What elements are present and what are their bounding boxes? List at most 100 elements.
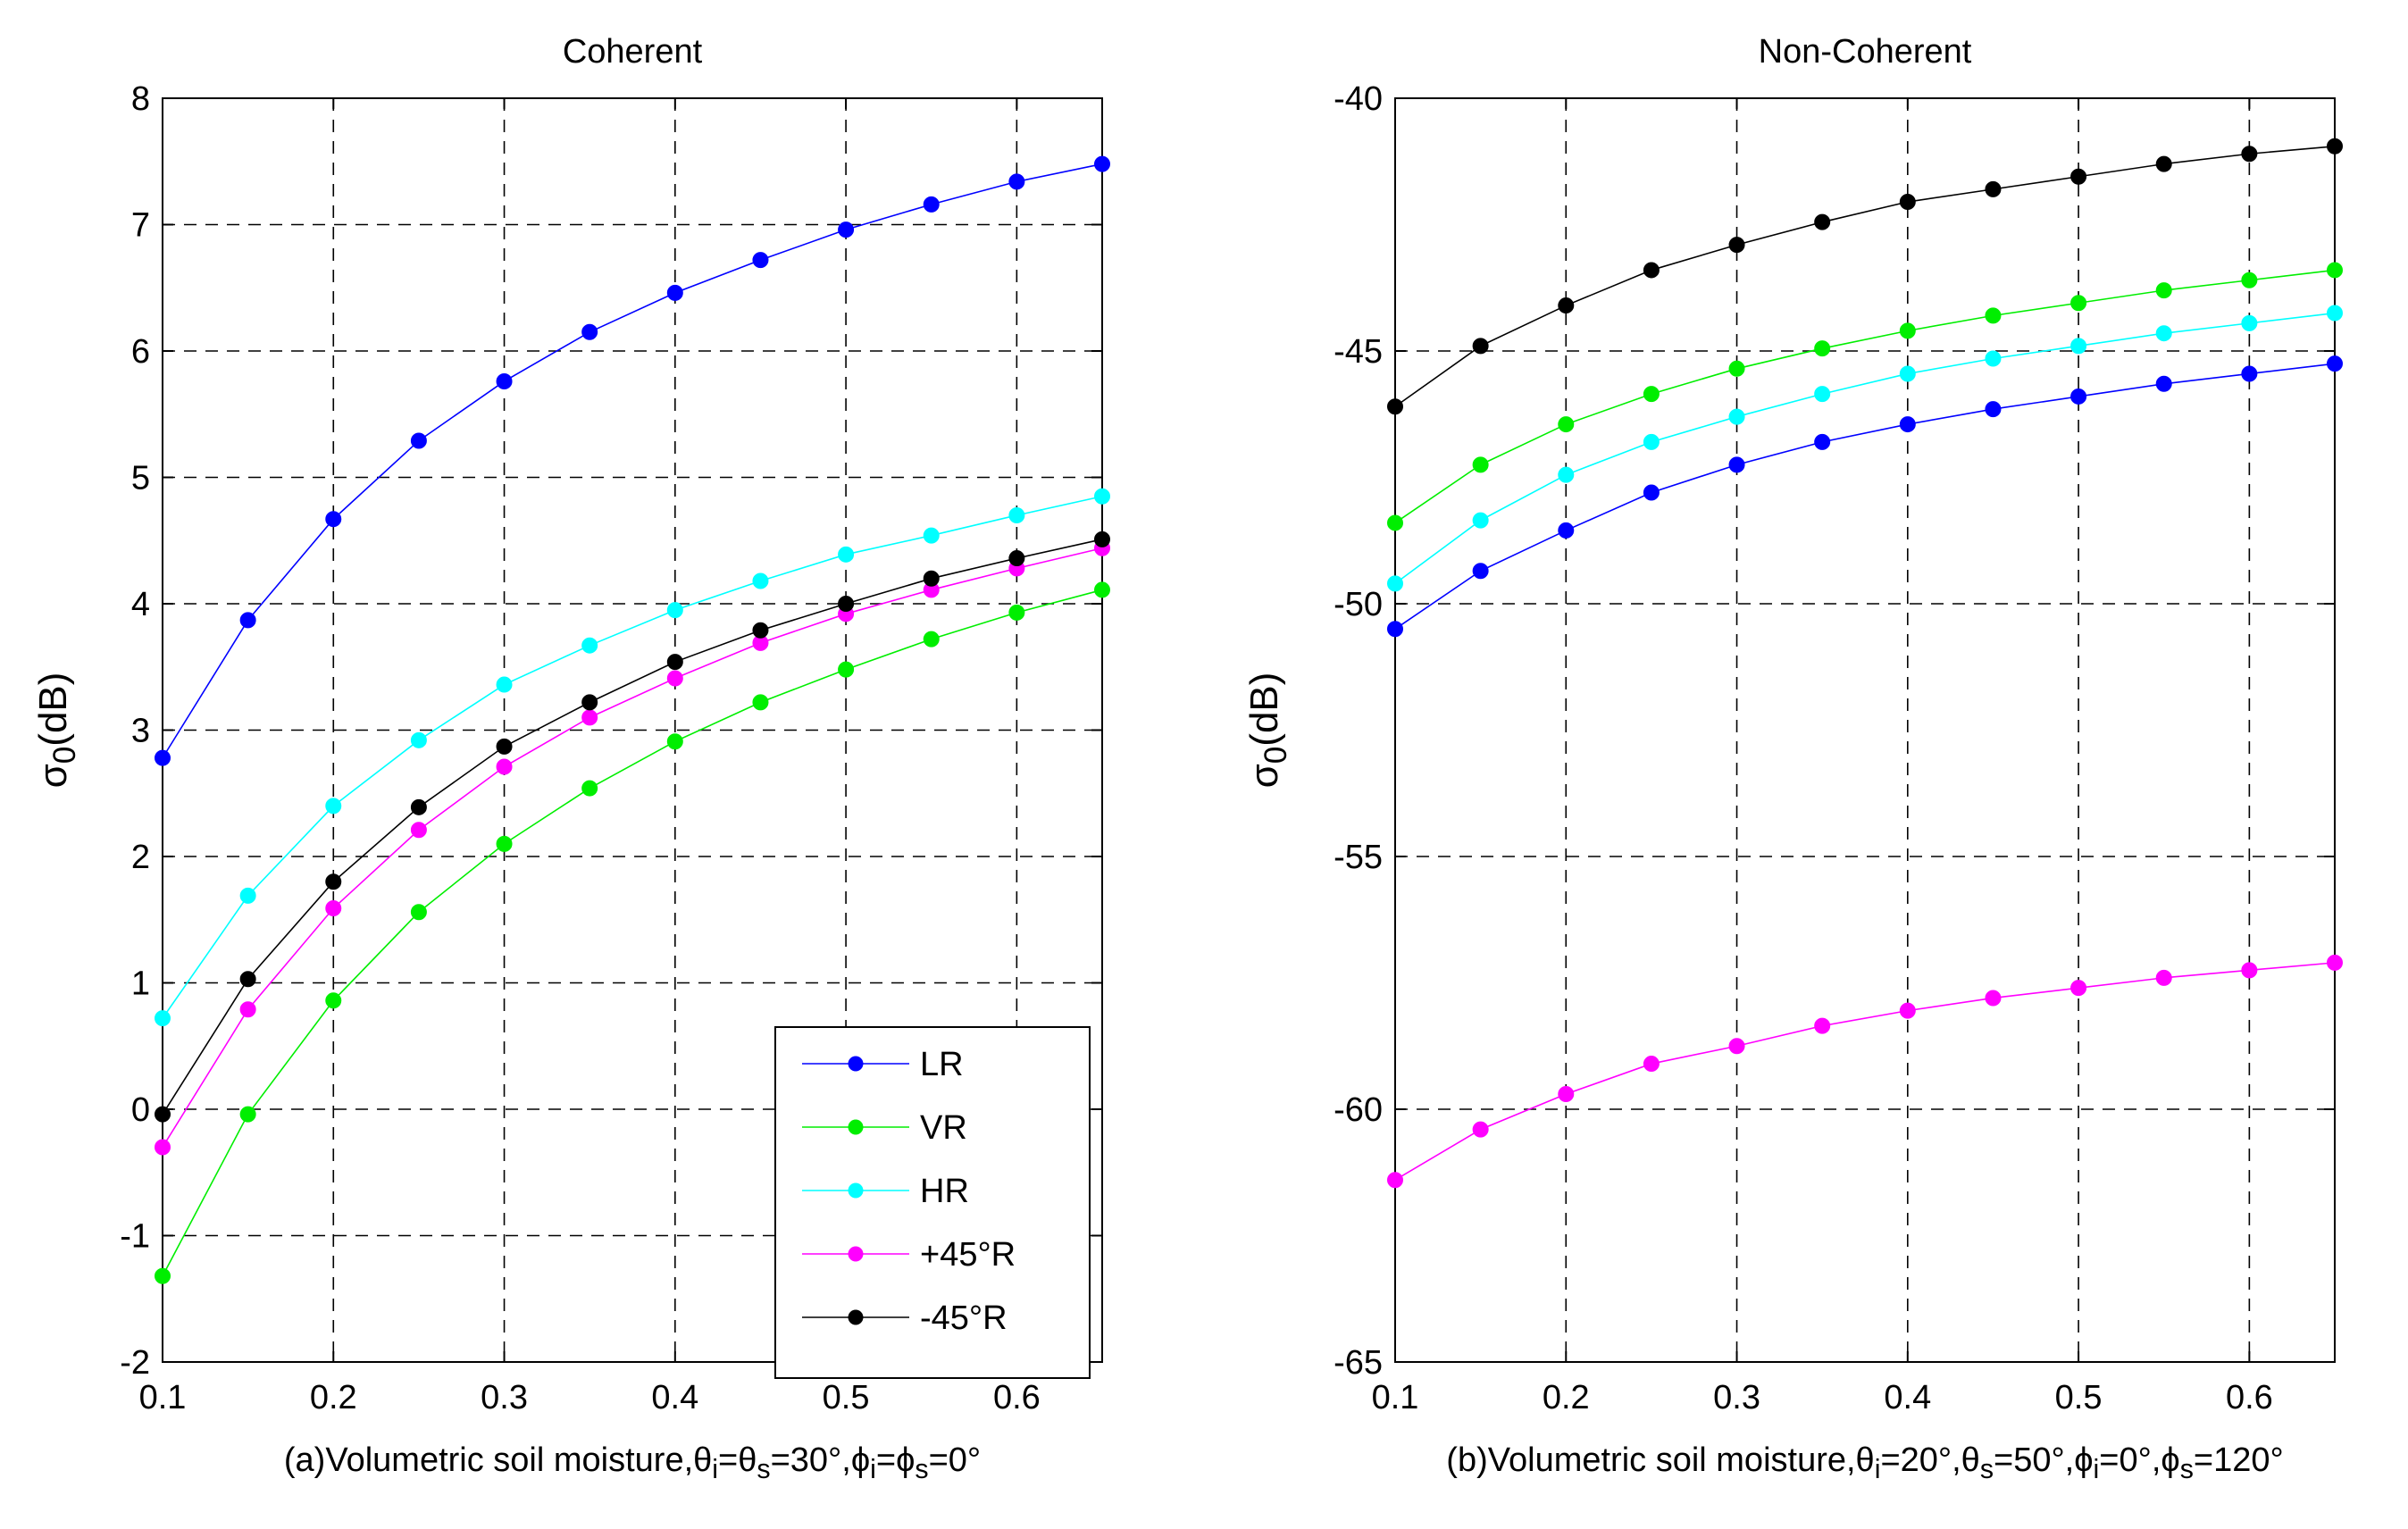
series-line-+45°R (1394, 962, 2336, 1181)
data-point-LR (1985, 401, 2002, 418)
x-tick-label: 0.4 (651, 1379, 698, 1416)
non-coherent-chart-panel: 0.1 0.2 0.3 0.4 0.5 0.6 -65 -60 -55 -50 -45 -40 Non-… (1242, 33, 2343, 1484)
x-axis-label-part: ϕ (2074, 1441, 2093, 1479)
data-point-HR (410, 731, 427, 748)
data-point-VR (410, 904, 427, 921)
y-tick-label: -50 (1334, 586, 1383, 623)
y-tick-label: 1 (131, 965, 150, 1003)
series-line-+45°R (162, 547, 1103, 1148)
series-line--45°R (162, 539, 1103, 1115)
y-tick-label: 3 (131, 713, 150, 750)
data-point-LR (1643, 484, 1660, 501)
data-point-VR (1387, 514, 1403, 531)
data-point-VR (2155, 282, 2172, 299)
data-point-HR (1899, 365, 1916, 382)
data-point-VR (752, 694, 769, 711)
x-axis-label-part: θ (1856, 1441, 1875, 1479)
data-point-HR (2155, 325, 2172, 342)
data-point--45°R (752, 622, 769, 639)
data-point-HR (1728, 408, 1745, 425)
data-point-VR (581, 780, 598, 797)
x-axis-label: (b)Volumetric soil moisture,θi=20°,θs=50… (1446, 1441, 2283, 1484)
data-point-+45°R (2070, 980, 2087, 997)
y-axis-label-part: 0 (47, 747, 82, 764)
legend-swatch-marker (848, 1309, 864, 1325)
data-point--45°R (1643, 262, 1660, 279)
x-axis-label-part: =20°, (1880, 1441, 1961, 1479)
data-point-+45°R (581, 709, 598, 726)
y-axis-label-part: 0 (1258, 747, 1293, 764)
data-point-+45°R (2155, 969, 2172, 986)
data-point-VR (1814, 340, 1831, 357)
y-tick-label: -2 (120, 1344, 150, 1382)
x-axis-label-part: i (2094, 1454, 2100, 1484)
x-tick-label: 0.6 (2226, 1379, 2273, 1416)
x-axis-label-part: =0°, (2099, 1441, 2161, 1479)
data-point-HR (155, 1010, 171, 1027)
data-point-HR (1985, 350, 2002, 367)
data-point-+45°R (666, 670, 683, 687)
x-tick-label: 0.3 (481, 1379, 528, 1416)
series-line-LR (1394, 363, 2336, 630)
data-point-LR (666, 284, 683, 301)
series-line-LR (162, 163, 1103, 759)
data-point-VR (1985, 307, 2002, 324)
data-point-VR (1472, 456, 1489, 473)
y-tick-label: -55 (1334, 839, 1383, 876)
data-point-LR (2241, 365, 2258, 382)
data-point--45°R (1728, 237, 1745, 254)
series-line--45°R (1394, 145, 2336, 407)
y-axis-label-part: (dB) (1242, 673, 1286, 747)
y-tick-label: -1 (120, 1218, 150, 1256)
x-tick-label: 0.4 (1884, 1379, 1931, 1416)
data-point--45°R (410, 798, 427, 815)
data-point-HR (325, 798, 342, 815)
series-line-HR (162, 495, 1103, 1019)
x-axis-label: (a)Volumetric soil moisture,θi=θs=30°,ϕi… (284, 1441, 981, 1484)
legend-label: -45°R (920, 1299, 1008, 1337)
x-axis-label-part: θ (693, 1441, 712, 1479)
data-point--45°R (1387, 398, 1403, 415)
data-point-HR (1814, 386, 1831, 403)
data-point-VR (1728, 360, 1745, 377)
x-axis-label-part: s (2180, 1454, 2194, 1484)
y-tick-label: 7 (131, 207, 150, 245)
x-axis-label-part: =120° (2194, 1441, 2284, 1479)
data-point-HR (752, 572, 769, 589)
x-tick-label: 0.1 (1372, 1379, 1419, 1416)
data-point-LR (1814, 433, 1831, 450)
data-point-LR (410, 432, 427, 449)
x-axis-label-part: s (915, 1454, 928, 1484)
x-axis-label-part: ϕ (851, 1441, 870, 1479)
data-point--45°R (1558, 297, 1575, 314)
y-tick-label: 8 (131, 80, 150, 118)
data-point-HR (666, 602, 683, 619)
data-point-LR (923, 196, 940, 213)
y-tick-label: -65 (1334, 1344, 1383, 1382)
data-point--45°R (923, 570, 940, 587)
legend-swatch-marker (848, 1056, 864, 1072)
x-axis-label-part: i (870, 1454, 876, 1484)
data-point-HR (1643, 433, 1660, 450)
data-point-LR (752, 252, 769, 269)
x-axis-label-part: = (876, 1441, 896, 1479)
legend-label: HR (920, 1173, 969, 1210)
data-point--45°R (581, 694, 598, 711)
data-point-HR (1387, 575, 1403, 592)
x-axis-label-part: i (1875, 1454, 1881, 1484)
data-point-VR (2327, 262, 2343, 279)
data-point-+45°R (410, 822, 427, 839)
data-point-HR (2327, 305, 2343, 322)
data-point-HR (1472, 512, 1489, 529)
y-axis-label: σ0(dB) (1242, 673, 1293, 789)
x-axis-label-part: (b)Volumetric soil moisture, (1446, 1441, 1855, 1479)
data-point-VR (923, 631, 940, 648)
y-tick-label: -40 (1334, 80, 1383, 118)
data-point-+45°R (1899, 1002, 1916, 1019)
legend-label: +45°R (920, 1236, 1016, 1274)
data-point--45°R (2327, 138, 2343, 155)
x-axis-label-part: =30°, (771, 1441, 851, 1479)
y-tick-label: -60 (1334, 1091, 1383, 1129)
data-point-HR (2241, 314, 2258, 331)
data-point-HR (239, 887, 256, 904)
